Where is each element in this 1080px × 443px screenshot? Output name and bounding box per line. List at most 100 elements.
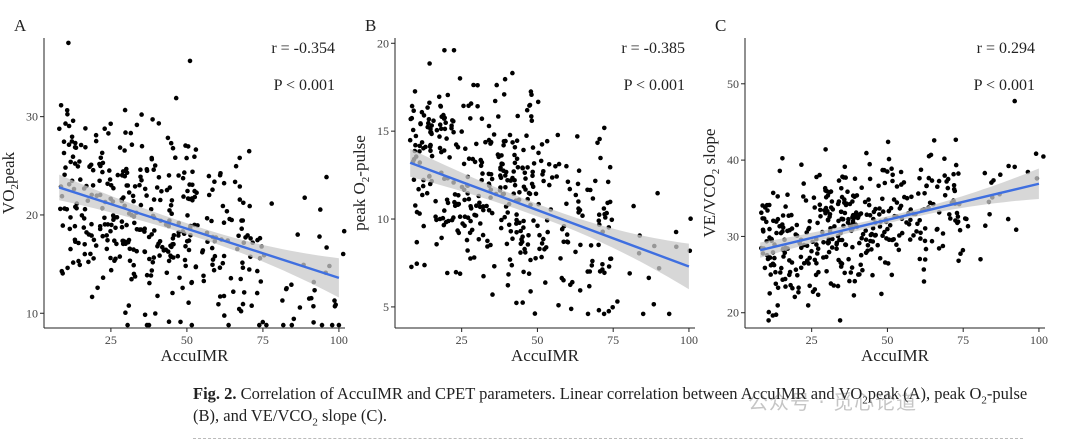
data-point	[511, 169, 516, 174]
data-point	[206, 173, 212, 179]
data-point	[311, 320, 316, 325]
data-point	[593, 178, 598, 184]
data-point	[785, 192, 790, 197]
data-point	[62, 172, 67, 178]
data-point	[341, 228, 347, 234]
data-point	[175, 253, 181, 259]
y-axis-label: VO2peak	[0, 151, 21, 214]
data-point	[185, 213, 190, 218]
data-point	[564, 201, 569, 207]
data-point	[178, 319, 183, 325]
data-point	[525, 242, 531, 247]
data-point	[801, 181, 806, 186]
data-point	[468, 204, 473, 209]
data-point	[70, 118, 76, 124]
data-point	[601, 206, 607, 211]
data-point	[318, 207, 323, 212]
data-point	[477, 200, 482, 206]
data-point	[882, 229, 887, 235]
data-point	[93, 132, 99, 138]
data-point	[921, 267, 927, 272]
data-point	[522, 170, 528, 176]
data-point	[168, 140, 174, 146]
data-point	[454, 201, 460, 207]
data-point	[210, 257, 216, 262]
data-point	[865, 243, 871, 248]
data-point	[72, 223, 78, 229]
data-point	[627, 271, 632, 276]
data-point	[65, 265, 70, 271]
data-point	[100, 275, 106, 281]
data-point	[877, 206, 882, 211]
data-point	[864, 212, 870, 217]
data-point	[462, 197, 467, 203]
data-point	[935, 184, 940, 189]
data-point	[798, 254, 804, 260]
data-point	[839, 216, 844, 222]
data-point	[875, 242, 880, 248]
data-point	[89, 233, 94, 238]
data-point	[929, 178, 935, 183]
data-point	[154, 185, 160, 190]
data-point	[468, 256, 473, 261]
data-point	[189, 279, 195, 285]
data-point	[807, 219, 813, 224]
data-point	[131, 262, 136, 268]
data-point	[842, 270, 847, 276]
data-point	[866, 197, 871, 202]
data-point	[130, 193, 136, 199]
data-point	[547, 182, 552, 188]
data-point	[289, 282, 294, 288]
data-point	[119, 219, 125, 224]
data-point	[170, 290, 175, 296]
data-point	[575, 134, 580, 139]
data-point	[918, 236, 923, 241]
data-point	[104, 246, 110, 252]
data-point	[170, 145, 176, 151]
data-point	[610, 305, 615, 310]
data-point	[466, 103, 471, 109]
data-point	[535, 99, 541, 105]
data-point	[577, 288, 583, 293]
data-point	[469, 227, 475, 233]
data-point	[600, 262, 605, 267]
caption-divider	[193, 438, 1023, 439]
data-point	[899, 230, 905, 236]
data-point	[596, 307, 602, 313]
y-axis-label: peak O2-pulse	[350, 135, 372, 231]
data-point	[243, 235, 248, 240]
data-point	[914, 229, 919, 234]
data-point	[442, 208, 447, 213]
data-point	[951, 171, 956, 177]
data-point	[451, 48, 457, 53]
data-point	[201, 278, 207, 284]
data-point	[93, 138, 99, 144]
data-point	[916, 191, 921, 196]
data-point	[901, 180, 907, 185]
data-point	[527, 103, 532, 108]
caption-text-1: Correlation of AccuIMR and CPET paramete…	[240, 384, 863, 403]
data-point	[832, 224, 837, 229]
data-point	[193, 147, 199, 152]
data-point	[651, 302, 657, 307]
data-point	[447, 155, 452, 160]
data-point	[983, 223, 988, 228]
data-point	[496, 154, 502, 160]
data-point	[501, 92, 507, 97]
data-point	[778, 270, 783, 275]
data-point	[459, 129, 465, 134]
x-tick-label: 75	[957, 333, 969, 347]
data-point	[846, 216, 851, 222]
data-point	[149, 268, 155, 273]
stat-r: r = -0.354	[271, 40, 335, 57]
data-point	[102, 222, 108, 227]
data-point	[131, 198, 136, 204]
data-point	[247, 203, 252, 209]
data-point	[478, 221, 483, 226]
data-point	[58, 103, 64, 108]
data-point	[89, 221, 94, 227]
data-point	[152, 228, 157, 233]
data-point	[124, 222, 129, 228]
data-point	[522, 246, 527, 252]
data-point	[206, 192, 212, 198]
